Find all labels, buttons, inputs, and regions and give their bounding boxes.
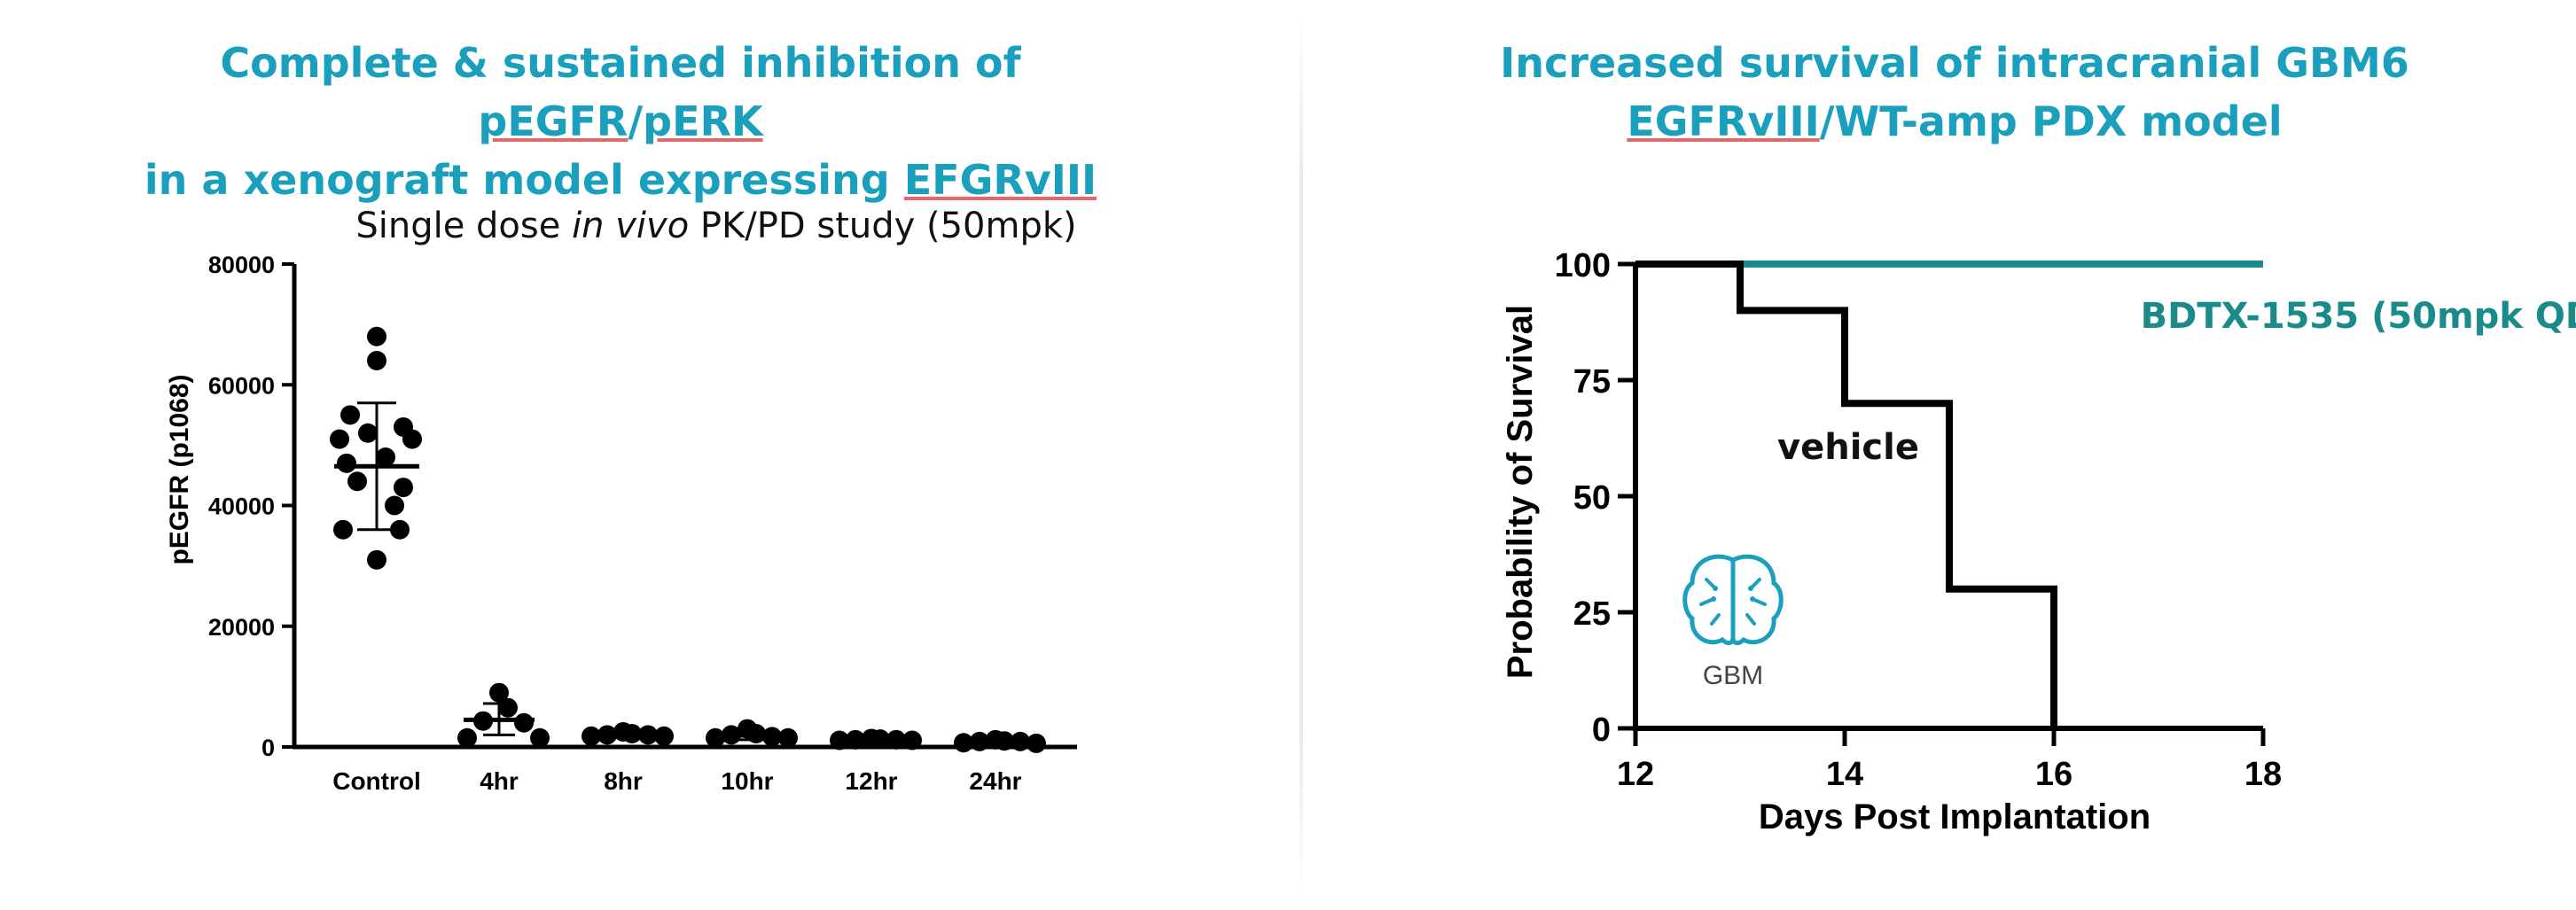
left-panel-title: Complete & sustained inhibition of pEGFR… <box>89 34 1152 209</box>
survival-y-tick-label: 75 <box>1573 363 1611 401</box>
pkpd-data-point <box>457 727 477 748</box>
pkpd-data-point <box>498 697 518 718</box>
pkpd-x-tick-label: 10hr <box>721 767 773 795</box>
pkpd-title-part2: PK/PD study (50mpk) <box>689 206 1076 246</box>
survival-vehicle-line <box>1635 261 2057 728</box>
right-panel-title: Increased survival of intracranial GBM6 … <box>1471 34 2438 151</box>
pkpd-data-point <box>514 712 534 733</box>
pkpd-y-tick-label: 40000 <box>208 494 275 520</box>
right-title-line2-rest: /WT-amp PDX model <box>1819 97 2283 145</box>
survival-x-tick-label: 18 <box>2244 756 2282 793</box>
gbm-icon-label: GBM <box>1703 661 1763 690</box>
pkpd-x-tick-label: 4hr <box>480 767 519 795</box>
pkpd-data-point <box>1026 733 1046 753</box>
pkpd-data-point <box>330 429 349 449</box>
survival-y-tick-label: 100 <box>1555 247 1611 284</box>
pkpd-y-tick-label: 60000 <box>208 372 275 399</box>
pkpd-data-point <box>385 495 404 516</box>
pkpd-data-point <box>358 423 378 443</box>
pkpd-x-tick-label: 24hr <box>969 767 1021 795</box>
survival-x-tick-label: 14 <box>1826 756 1863 793</box>
pkpd-x-tick-label: Control <box>332 767 421 795</box>
pkpd-y-axis-label: pEGFR (p1068) <box>165 374 194 564</box>
left-title-text: Complete & sustained inhibition of <box>220 39 1021 87</box>
survival-y-tick-label: 0 <box>1592 712 1611 749</box>
pkpd-data-point <box>778 727 798 748</box>
pkpd-title-part1: Single dose <box>355 206 572 246</box>
pkpd-y-tick-label: 20000 <box>208 614 275 641</box>
survival-y-axis-label: Probability of Survival <box>1501 305 1540 679</box>
pkpd-data-point <box>367 326 386 346</box>
right-title-line1: Increased survival of intracranial GBM6 <box>1500 39 2409 87</box>
pkpd-data-point <box>337 453 356 473</box>
left-title-text-line2: in a xenograft model expressing <box>144 156 904 204</box>
pkpd-data-point <box>530 727 550 748</box>
survival-x-axis-label: Days Post Implantation <box>1759 797 2151 836</box>
pkpd-title-invivo: in vivo <box>572 206 689 246</box>
pkpd-y-tick-label: 0 <box>262 735 275 761</box>
survival-treated-label: BDTX-1535 (50mpk QD) <box>2141 296 2576 337</box>
survival-y-tick-label: 25 <box>1573 595 1611 633</box>
pkpd-chart-title: Single dose in vivo PK/PD study (50mpk) <box>355 206 1076 246</box>
right-title-egfrviii: EGFRvIII <box>1627 97 1820 145</box>
survival-x-tick-label: 16 <box>2035 756 2073 793</box>
gbm-brain-icon <box>1682 554 1784 646</box>
left-title-perk: pERK <box>643 97 763 145</box>
pkpd-x-tick-label: 8hr <box>604 767 643 795</box>
pkpd-data-point <box>367 351 386 370</box>
pkpd-y-tick-label: 80000 <box>208 252 275 278</box>
pkpd-data-point <box>390 519 410 540</box>
survival-x-tick-label: 12 <box>1617 756 1654 793</box>
survival-y-tick-label: 50 <box>1573 479 1611 517</box>
pkpd-data-point <box>902 730 922 751</box>
pkpd-data-point <box>340 405 360 425</box>
survival-chart: Probability of Survival Days Post Implan… <box>1501 247 2576 836</box>
pkpd-data-point <box>333 519 353 540</box>
pkpd-scatter-chart: Single dose in vivo PK/PD study (50mpk) … <box>165 206 1077 795</box>
pkpd-data-point <box>489 682 509 703</box>
pkpd-data-point <box>367 549 386 570</box>
left-title-pegfr: pEGFR <box>478 97 628 145</box>
pkpd-data-point <box>402 429 422 449</box>
pkpd-data-point <box>376 447 395 467</box>
pkpd-data-point <box>654 726 674 746</box>
left-title-efgrviii: EFGRvIII <box>903 156 1097 204</box>
pkpd-data-point <box>394 478 413 498</box>
panel-divider <box>1300 18 1303 895</box>
pkpd-data-point <box>347 471 367 492</box>
pkpd-x-tick-label: 12hr <box>845 767 897 795</box>
survival-vehicle-label: vehicle <box>1777 427 1919 468</box>
pkpd-data-point <box>706 727 725 748</box>
left-title-slash: / <box>628 97 644 145</box>
